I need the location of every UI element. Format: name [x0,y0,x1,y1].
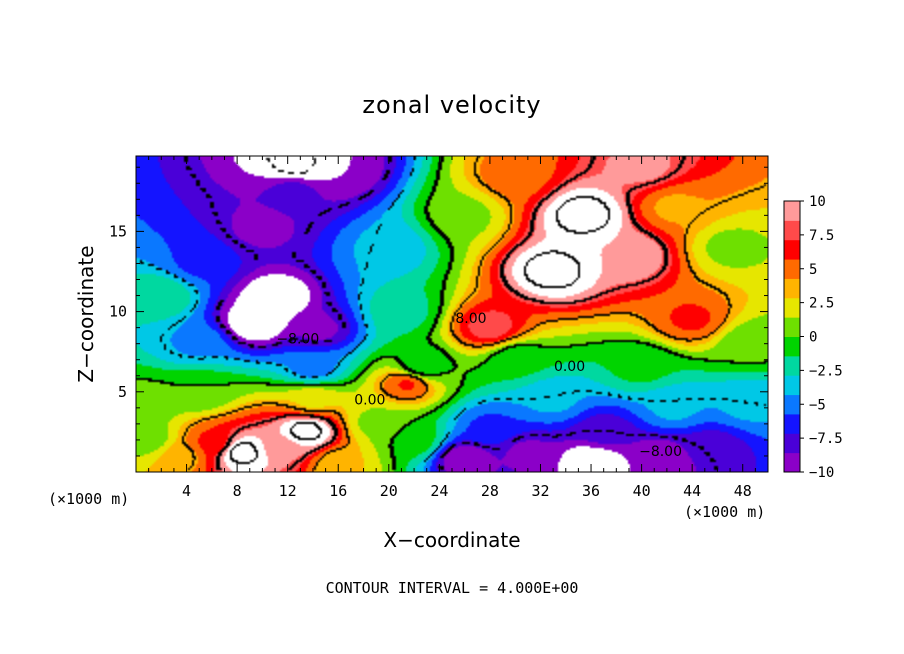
x-tick-label: 4 [182,482,191,500]
x-tick-label: 24 [430,482,448,500]
x-tick-label: 48 [734,482,752,500]
colorbar-swatch [784,297,800,318]
colorbar-label: 2.5 [809,296,834,312]
colorbar-swatch [784,394,800,415]
x-axis: 4 8 12 16 20 24 28 32 36 40 44 48 [148,156,756,500]
colorbar-label: −5 [809,397,826,413]
y-axis: 5 10 15 [109,166,768,457]
x-tick-label: 16 [329,482,347,500]
x-tick-label: 36 [582,482,600,500]
colorbar-label: −2.5 [809,363,843,379]
x-tick-label: 28 [481,482,499,500]
y-tick-label: 5 [118,383,127,401]
y-tick-label: 15 [109,222,127,240]
colorbar-swatch [784,433,800,454]
colorbar-swatch [784,278,800,299]
colorbar-label: −10 [809,465,834,481]
colorbar: 10 7.5 5 2.5 0 −2.5 −5 −7.5 −10 [783,194,843,481]
contour-labels: −8.00 8.00 0.00 0.00 −8.00 [276,311,682,460]
x-tick-label: 32 [531,482,549,500]
x-tick-label: 20 [380,482,398,500]
colorbar-swatch [784,413,800,434]
x-tick-label: 12 [279,482,297,500]
colorbar-swatch [784,336,800,357]
colorbar-swatch [784,239,800,260]
velocity-heatmap [136,156,768,472]
x-unit-right: (×1000 m) [684,503,765,521]
x-axis-label: X−coordinate [383,528,520,552]
y-axis-label: Z−coordinate [74,245,98,382]
colorbar-swatch [784,375,800,396]
contour-label: −8.00 [276,332,319,348]
colorbar-swatch [784,355,800,376]
contour-interval-note: CONTOUR INTERVAL = 4.000E+00 [326,579,579,597]
x-tick-label: 8 [233,482,242,500]
colorbar-label: 5 [809,262,817,278]
chart-title: zonal velocity [362,91,541,119]
colorbar-swatch [784,220,800,241]
x-tick-label: 44 [683,482,701,500]
colorbar-swatch [784,201,800,221]
colorbar-swatch [784,452,800,473]
colorbar-label: 10 [809,194,826,210]
contour-label: −8.00 [639,444,682,460]
colorbar-label: −7.5 [809,431,843,447]
contour-label: 0.00 [554,359,585,375]
contour-label: 0.00 [354,393,385,409]
colorbar-label: 7.5 [809,228,834,244]
colorbar-label: 0 [809,330,817,346]
contour-label: 8.00 [455,311,486,327]
colorbar-swatch [784,259,800,279]
y-tick-label: 10 [109,303,127,321]
x-tick-label: 40 [633,482,651,500]
colorbar-swatch [784,317,800,337]
x-unit-left: (×1000 m) [48,490,129,508]
